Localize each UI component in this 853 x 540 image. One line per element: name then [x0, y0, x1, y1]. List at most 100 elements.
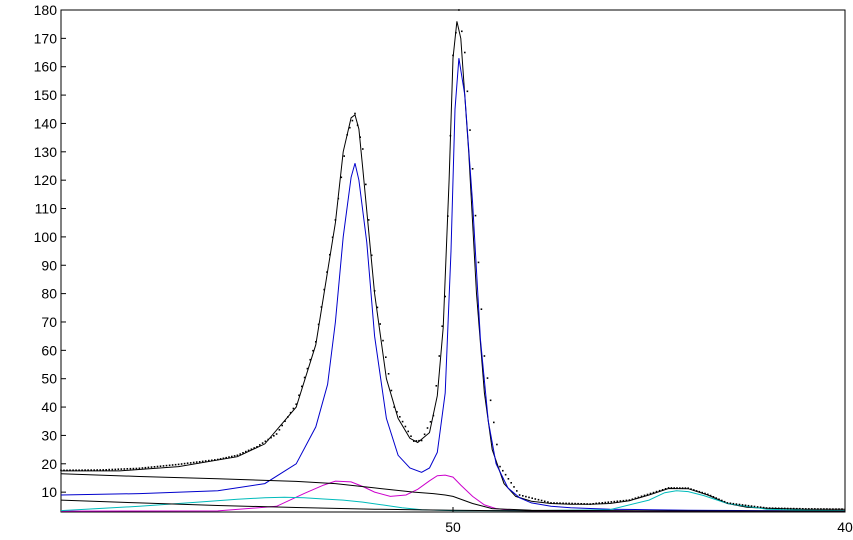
data-point	[410, 435, 412, 437]
data-point	[298, 394, 300, 397]
data-point	[438, 355, 441, 357]
data-point	[687, 487, 689, 489]
y-tick-label: 180	[34, 2, 58, 18]
data-point	[320, 306, 323, 308]
data-point	[774, 507, 777, 509]
data-point	[435, 385, 438, 387]
data-point	[525, 495, 527, 498]
data-point	[483, 355, 486, 357]
data-point	[510, 482, 512, 484]
data-point	[701, 491, 703, 494]
data-point	[195, 461, 198, 463]
data-point	[652, 491, 655, 494]
data-point	[604, 501, 607, 504]
data-point	[183, 462, 186, 465]
data-point	[698, 490, 701, 493]
data-point	[750, 505, 753, 507]
data-point	[415, 440, 418, 442]
data-point	[447, 215, 449, 217]
data-point	[690, 488, 692, 490]
data-point	[189, 462, 192, 464]
data-point	[150, 466, 153, 468]
data-point	[105, 469, 107, 471]
data-point	[502, 469, 504, 472]
data-point	[275, 433, 278, 435]
y-tick-label: 130	[34, 144, 58, 160]
data-point	[580, 503, 582, 505]
y-tick-label: 80	[41, 286, 57, 302]
data-point	[679, 487, 681, 489]
data-point	[796, 507, 798, 510]
data-point	[841, 508, 843, 510]
data-point	[354, 112, 356, 115]
data-point	[762, 506, 765, 509]
data-point	[256, 446, 258, 448]
y-tick-label: 10	[41, 484, 57, 500]
data-point	[132, 467, 135, 470]
data-point	[278, 429, 281, 431]
data-point	[351, 119, 354, 122]
y-tick-label: 40	[41, 399, 57, 415]
series-line-component-main	[60, 58, 846, 512]
data-point	[108, 468, 110, 471]
data-point	[783, 507, 786, 510]
data-point	[102, 469, 104, 471]
data-point	[144, 466, 147, 469]
data-point	[513, 486, 515, 488]
data-point	[684, 487, 687, 489]
data-point	[312, 349, 314, 352]
data-point	[835, 508, 837, 510]
data-point	[93, 469, 95, 471]
data-point	[616, 500, 619, 503]
data-point	[820, 508, 822, 510]
data-point	[356, 124, 359, 127]
data-point	[287, 416, 289, 418]
data-point	[111, 468, 114, 471]
data-point	[162, 465, 165, 467]
data-point	[289, 411, 292, 414]
data-point	[574, 502, 576, 505]
data-point	[589, 503, 591, 505]
data-point	[407, 430, 409, 433]
data-point	[326, 271, 328, 273]
data-point	[192, 461, 195, 464]
y-tick-label: 160	[34, 59, 58, 75]
data-point	[219, 458, 222, 460]
data-point	[704, 492, 706, 495]
data-point	[60, 469, 62, 472]
data-point	[649, 492, 652, 495]
data-point	[231, 455, 233, 458]
data-point	[658, 489, 661, 492]
data-point	[534, 498, 537, 500]
data-point	[69, 469, 71, 471]
data-point	[147, 466, 150, 469]
data-point	[367, 219, 370, 221]
data-point	[480, 308, 483, 310]
data-point	[637, 496, 640, 499]
y-tick-label: 60	[41, 342, 57, 358]
data-point	[239, 453, 241, 455]
data-point	[486, 377, 489, 379]
data-point	[707, 493, 709, 496]
data-point	[413, 440, 415, 442]
data-point	[259, 444, 261, 446]
data-point	[429, 421, 432, 423]
data-point	[455, 31, 457, 34]
data-point	[75, 469, 77, 471]
data-point	[423, 433, 426, 436]
data-point	[499, 465, 501, 468]
data-point	[365, 183, 367, 186]
data-point	[337, 197, 340, 200]
data-point	[726, 502, 729, 504]
data-point	[141, 467, 144, 469]
data-point	[390, 389, 393, 392]
data-point	[261, 442, 264, 444]
data-point	[518, 494, 521, 496]
data-point	[695, 490, 698, 492]
y-tick-label: 150	[34, 87, 58, 103]
data-point	[399, 416, 401, 418]
data-point	[84, 469, 86, 471]
data-point	[741, 504, 744, 506]
data-point	[225, 456, 227, 459]
